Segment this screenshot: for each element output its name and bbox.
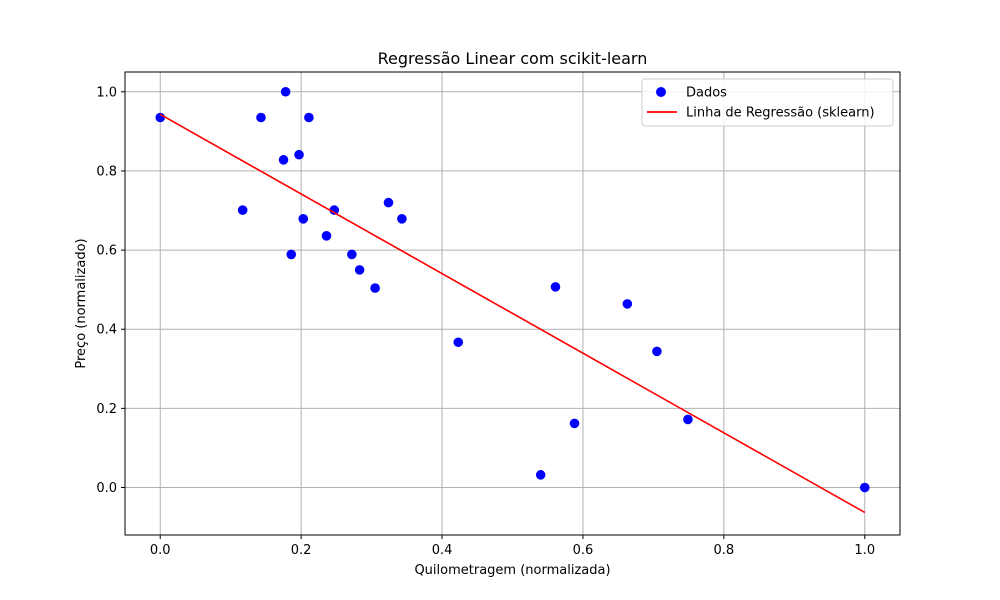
data-point xyxy=(237,205,248,215)
x-tick-label: 0.4 xyxy=(432,543,453,558)
x-axis-label: Quilometragem (normalizada) xyxy=(414,563,610,578)
data-point xyxy=(453,337,464,348)
data-point xyxy=(329,205,340,215)
plot-frame xyxy=(124,71,901,536)
y-tick-label: 1.0 xyxy=(96,85,117,100)
chart-title: Regressão Linear com scikit-learn xyxy=(378,49,648,68)
data-point xyxy=(550,282,561,292)
data-point xyxy=(304,112,314,123)
data-point xyxy=(280,86,291,97)
x-tick-label: 0.8 xyxy=(714,543,735,558)
data-point xyxy=(286,249,297,260)
y-tick-label: 0.8 xyxy=(96,164,117,179)
x-tick-label: 0.0 xyxy=(150,543,171,558)
grid xyxy=(125,72,900,535)
data-point xyxy=(535,470,546,480)
y-tick-label: 0.4 xyxy=(96,323,117,338)
data-point xyxy=(347,249,357,260)
legend: Dados Linha de Regressão (sklearn) xyxy=(641,78,894,127)
data-point xyxy=(652,346,662,357)
data-point xyxy=(155,112,166,123)
marks xyxy=(155,86,870,514)
data-point xyxy=(278,155,289,165)
data-point xyxy=(370,283,380,293)
data-point xyxy=(298,214,309,224)
legend-marker-dados xyxy=(656,87,666,97)
y-tick-label: 0.6 xyxy=(96,244,117,259)
legend-label-regression: Linha de Regressão (sklearn) xyxy=(686,106,875,121)
data-point xyxy=(859,482,870,493)
data-point xyxy=(256,112,266,123)
legend-label-dados: Dados xyxy=(686,86,727,101)
data-point xyxy=(383,197,394,208)
data-point xyxy=(321,231,332,241)
data-point xyxy=(569,418,580,429)
y-axis-label: Preço (normalizado) xyxy=(74,238,89,368)
x-tick-label: 0.6 xyxy=(573,543,594,558)
y-tick-label: 0.2 xyxy=(96,402,117,417)
legend-box xyxy=(641,78,894,127)
ticks: 0.0 0.2 0.4 0.6 0.8 1.0 0.0 0.2 0.4 0.6 0.8 1.0 xyxy=(96,85,875,558)
data-point xyxy=(622,299,633,309)
x-tick-label: 0.2 xyxy=(291,543,312,558)
x-tick-label: 1.0 xyxy=(854,543,875,558)
data-point xyxy=(397,214,407,224)
y-tick-label: 0.0 xyxy=(96,481,117,496)
data-point xyxy=(354,265,365,275)
data-point xyxy=(294,149,304,160)
regression-line xyxy=(159,113,866,514)
data-point xyxy=(683,414,693,425)
